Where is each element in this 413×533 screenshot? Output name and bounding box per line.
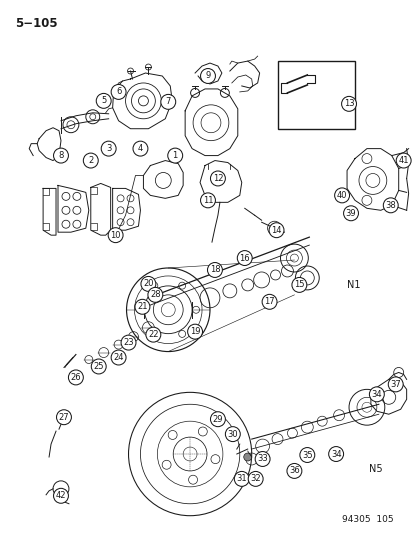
Text: 16: 16 [239,254,249,263]
Text: 30: 30 [227,430,237,439]
Circle shape [286,464,301,479]
Circle shape [207,263,222,278]
Text: 17: 17 [263,297,274,306]
Text: 5−105: 5−105 [15,17,58,30]
Text: 38: 38 [385,201,395,210]
Text: N5: N5 [368,464,382,474]
Circle shape [187,324,202,339]
Text: 31: 31 [236,474,247,483]
Circle shape [96,93,111,108]
Circle shape [53,148,68,163]
Text: 42: 42 [56,491,66,500]
Text: 33: 33 [256,455,267,464]
Text: 13: 13 [343,99,354,108]
Circle shape [53,488,68,503]
Circle shape [145,327,160,342]
Text: 3: 3 [106,144,111,153]
Text: 35: 35 [301,450,312,459]
Text: 20: 20 [143,279,153,288]
Circle shape [83,153,98,168]
Text: 34: 34 [370,390,381,399]
Text: 8: 8 [58,151,64,160]
Circle shape [341,96,356,111]
Circle shape [167,148,182,163]
Text: 34: 34 [330,449,341,458]
Text: 40: 40 [336,191,347,200]
Text: 1: 1 [172,151,178,160]
Circle shape [261,294,276,309]
Text: 18: 18 [209,265,220,274]
Text: 7: 7 [165,98,171,107]
Circle shape [299,448,314,463]
Circle shape [68,370,83,385]
Text: 24: 24 [113,353,123,362]
Text: 22: 22 [148,330,158,339]
Circle shape [121,335,135,350]
Text: 27: 27 [59,413,69,422]
Circle shape [210,171,225,186]
Circle shape [111,350,126,365]
Circle shape [91,359,106,374]
Text: 21: 21 [137,302,147,311]
Circle shape [225,426,240,441]
Text: 23: 23 [123,338,133,347]
Circle shape [334,188,349,203]
Circle shape [343,206,358,221]
Bar [277,61,354,129]
Circle shape [254,451,269,466]
Circle shape [328,447,343,462]
Text: 37: 37 [389,380,400,389]
Circle shape [147,287,162,302]
Text: 10: 10 [110,231,121,240]
Circle shape [111,84,126,99]
Text: 26: 26 [70,373,81,382]
Text: 94305  105: 94305 105 [341,515,393,523]
Circle shape [210,411,225,426]
Circle shape [140,277,155,292]
Circle shape [200,69,215,84]
Text: 6: 6 [116,87,121,96]
Text: 9: 9 [205,71,210,80]
Text: 5: 5 [101,96,106,106]
Text: 15: 15 [293,280,304,289]
Circle shape [101,141,116,156]
Text: 4: 4 [138,144,143,153]
Circle shape [108,228,123,243]
Circle shape [200,193,215,208]
Text: N1: N1 [346,280,360,290]
Circle shape [237,251,252,265]
Text: 36: 36 [288,466,299,475]
Circle shape [57,410,71,425]
Text: 39: 39 [345,209,356,218]
Circle shape [387,377,402,392]
Text: 12: 12 [212,174,223,183]
Text: 14: 14 [271,225,281,235]
Text: 32: 32 [250,474,260,483]
Circle shape [291,278,306,293]
Circle shape [135,300,150,314]
Circle shape [234,471,249,486]
Text: 19: 19 [190,327,200,336]
Text: 41: 41 [397,156,408,165]
Text: 29: 29 [212,415,223,424]
Circle shape [382,198,397,213]
Circle shape [395,153,410,168]
Circle shape [248,471,263,486]
Circle shape [243,453,251,461]
Circle shape [160,94,175,109]
Circle shape [368,387,383,402]
Circle shape [133,141,147,156]
Text: 11: 11 [202,196,213,205]
Text: 25: 25 [93,362,104,371]
Text: 2: 2 [88,156,93,165]
Circle shape [268,223,283,238]
Text: 28: 28 [150,290,160,300]
